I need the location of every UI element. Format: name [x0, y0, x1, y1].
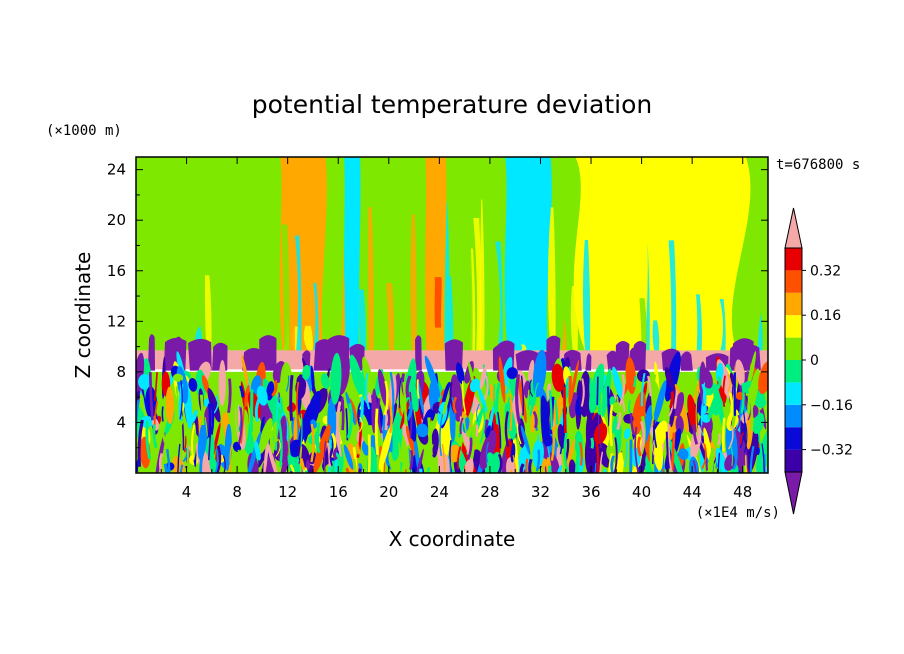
x-tick-label: 32 [531, 483, 550, 501]
colorbar-segment [785, 292, 802, 316]
upper-wisp [484, 278, 492, 351]
plume [633, 340, 647, 371]
colorbar-segment [785, 449, 802, 472]
plume [585, 353, 592, 371]
x-tick-label: 36 [581, 483, 600, 501]
y-axis-title: Z coordinate [71, 252, 95, 379]
y-axis: 4 8 12 16 20 24 [107, 161, 768, 449]
x-unit-label: (×1E4 m/s) [696, 505, 780, 521]
upper-wisp [561, 320, 567, 351]
upper-wisp [410, 214, 417, 351]
colorbar-segment [785, 404, 802, 428]
upper-wisp [303, 325, 313, 351]
upper-wisp [288, 277, 295, 351]
upper-wisp [757, 312, 763, 351]
y-unit-label: (×1000 m) [46, 123, 122, 139]
colorbar-segment [785, 337, 802, 360]
y-tick-label: 8 [116, 363, 126, 381]
colorbar-label: −0.16 [810, 398, 853, 414]
contour-field [136, 157, 768, 473]
upper-wisp [644, 242, 650, 351]
plume [415, 335, 422, 371]
upper-column-4 [504, 157, 552, 351]
upper-wisp [473, 217, 482, 351]
plume [681, 351, 693, 371]
upper-wisp [281, 224, 290, 351]
x-tick-label: 28 [480, 483, 499, 501]
y-tick-label: 12 [107, 312, 126, 330]
upper-column-0 [143, 157, 174, 351]
colorbar-segment [785, 427, 802, 450]
plume [147, 334, 156, 371]
plume [606, 350, 618, 371]
colorbar-label: 0.32 [810, 263, 841, 279]
colorbar-label: 0 [810, 353, 819, 369]
upper-wisp [339, 239, 346, 351]
colorbar-label: −0.32 [810, 443, 853, 459]
time-label: t=676800 s [776, 157, 860, 173]
upper-wisp [668, 240, 677, 351]
colorbar-segment [785, 382, 802, 405]
x-tick-label: 48 [733, 483, 752, 501]
y-tick-label: 20 [107, 211, 126, 229]
x-tick-label: 8 [232, 483, 242, 501]
upper-column-5 [573, 157, 751, 351]
colorbar-min-arrow [784, 471, 803, 515]
upper-wisp [505, 216, 516, 351]
upper-wisp [547, 207, 556, 351]
plot-area [136, 157, 768, 473]
upper-wisp [570, 285, 578, 351]
upper-wisp [294, 235, 302, 351]
colorbar-segment [785, 270, 802, 293]
upper-wisp [479, 199, 485, 351]
colorbar-segment [785, 248, 802, 271]
x-tick-label: 16 [329, 483, 348, 501]
chart-title: potential temperature deviation [252, 90, 652, 119]
upper-wisp [696, 294, 702, 351]
colorbar: 0.32 0.16 0 −0.16 −0.32 [784, 207, 853, 515]
colorbar-segment [785, 315, 802, 338]
plume [259, 335, 277, 371]
upper-wisp [520, 344, 527, 351]
upper-wisp [269, 244, 276, 351]
x-tick-label: 4 [182, 483, 192, 501]
y-tick-label: 16 [107, 262, 126, 280]
x-axis-title: X coordinate [389, 527, 516, 551]
colorbar-segment [785, 360, 802, 383]
upper-wisp [652, 320, 660, 351]
upper-wisp [719, 299, 726, 351]
y-tick-label: 24 [107, 161, 126, 179]
upper-wisp [448, 276, 454, 351]
upper-wisp [453, 199, 461, 351]
plume [242, 347, 265, 371]
colorbar-label: 0.16 [810, 308, 841, 324]
upper-wisp [444, 201, 450, 351]
upper-column-2 [344, 157, 361, 351]
x-tick-label: 12 [278, 483, 297, 501]
upper-wisp [368, 207, 374, 351]
plume [615, 341, 630, 371]
plume [313, 339, 334, 371]
x-tick-label: 44 [683, 483, 702, 501]
lower-layer-eddies [136, 349, 768, 473]
x-tick-label: 24 [430, 483, 449, 501]
upper-wisp [204, 275, 212, 351]
plot-frame [135, 156, 769, 474]
upper-wisp [358, 289, 366, 351]
y-tick-label: 4 [116, 413, 126, 431]
upper-wisp [639, 298, 647, 351]
upper-wisp [467, 236, 473, 351]
colorbar-max-arrow [784, 207, 803, 249]
upper-wisp [386, 283, 395, 351]
x-axis: 4 8 12 16 20 24 28 32 36 40 44 48 [160, 157, 752, 501]
upper-wisp [495, 241, 503, 351]
plume [212, 342, 228, 371]
upper-wisp [582, 240, 591, 351]
x-tick-label: 40 [632, 483, 651, 501]
upper-wisp [601, 295, 609, 351]
x-tick-label: 20 [379, 483, 398, 501]
upper-wisp [313, 283, 319, 351]
upper-column-6 [434, 277, 442, 328]
